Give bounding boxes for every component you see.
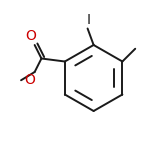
- Text: O: O: [25, 73, 35, 87]
- Text: O: O: [25, 29, 36, 43]
- Text: I: I: [86, 13, 90, 27]
